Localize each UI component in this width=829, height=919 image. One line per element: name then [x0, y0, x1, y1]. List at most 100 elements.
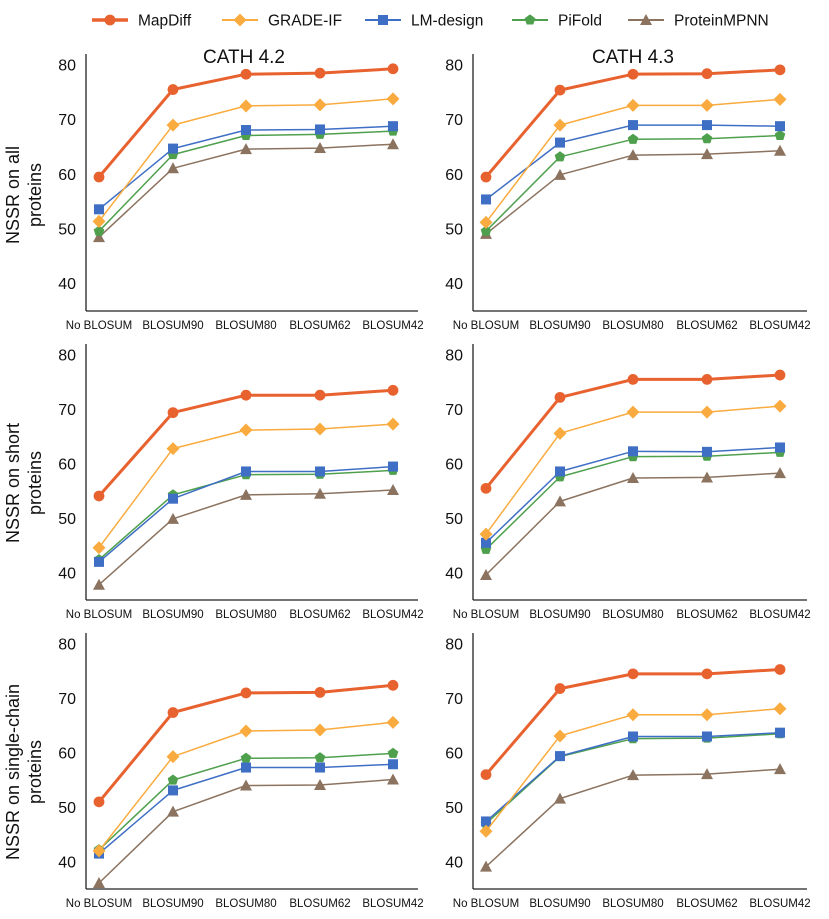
chart-panel-cath-4-3-nssr-on-all-proteins: 40 50 60 70 80 No BLOSUM BLOSUM90 BLOSUM80 BLOSU… — [445, 54, 811, 332]
column-title-cath43: CATH 4.3 — [592, 47, 674, 68]
data-point — [92, 214, 106, 228]
data-point — [700, 98, 714, 112]
series-pifold — [480, 129, 786, 236]
legend-marker-circle-icon — [104, 14, 116, 26]
data-point — [553, 426, 567, 440]
y-tick-label: 40 — [58, 565, 76, 582]
data-point — [167, 707, 179, 718]
series-mapdiff — [480, 64, 786, 183]
x-tick-label: BLOSUM42 — [362, 898, 423, 910]
data-point — [774, 763, 786, 775]
series-line — [485, 98, 781, 223]
series-proteinmpnn — [93, 138, 399, 243]
data-point — [773, 399, 787, 413]
data-point — [701, 374, 713, 385]
row-label-line: proteins — [25, 451, 45, 515]
x-tick-label: No BLOSUM — [66, 609, 132, 621]
series-line — [97, 388, 394, 497]
series-mapdiff — [93, 384, 399, 502]
row-label-line: NSSR on single-chain — [3, 684, 23, 860]
data-point — [167, 407, 179, 419]
data-point — [388, 461, 398, 472]
data-point — [167, 805, 179, 817]
data-point — [554, 391, 566, 403]
x-tick-label: BLOSUM62 — [676, 898, 737, 910]
data-point — [93, 490, 105, 502]
y-tick-label: 50 — [58, 800, 76, 817]
data-point — [93, 231, 105, 243]
legend-item-pifold: PiFold — [512, 13, 602, 30]
legend-marker-diamond-icon — [233, 13, 247, 27]
data-point — [627, 668, 639, 680]
data-point — [774, 64, 786, 76]
row-label-single-chain: NSSR on single-chain proteins — [3, 684, 45, 860]
data-point — [387, 63, 399, 75]
row-label-line: proteins — [25, 163, 45, 227]
data-point — [480, 225, 492, 236]
data-point — [775, 727, 785, 738]
data-point — [774, 144, 786, 156]
data-point — [627, 374, 639, 385]
y-tick-label: 50 — [445, 221, 463, 238]
x-tick-label: BLOSUM80 — [602, 320, 663, 332]
x-tick-label: BLOSUM80 — [215, 609, 276, 621]
data-point — [314, 487, 326, 499]
legend-marker-triangle-icon — [640, 14, 652, 25]
x-tick-label: No BLOSUM — [66, 320, 132, 332]
x-tick-label: BLOSUM90 — [142, 898, 203, 910]
series-grade-if — [479, 702, 787, 838]
series-grade-if — [479, 92, 787, 229]
y-tick-label: 70 — [445, 691, 463, 708]
legend-label: PiFold — [558, 13, 602, 30]
data-point — [93, 877, 105, 889]
data-point — [627, 68, 639, 80]
data-point — [167, 162, 179, 174]
series-line — [98, 489, 394, 586]
data-point — [240, 779, 252, 791]
data-point — [702, 731, 712, 742]
data-point — [626, 98, 640, 112]
x-tick-label: BLOSUM42 — [362, 320, 423, 332]
data-point — [555, 137, 565, 148]
data-point — [701, 768, 713, 780]
data-point — [315, 762, 325, 773]
series-mapdiff — [480, 369, 786, 494]
data-point — [315, 466, 325, 477]
y-tick-label: 50 — [58, 221, 76, 238]
y-tick-label: 40 — [445, 276, 463, 293]
legend-item-grade-if: GRADE-IF — [222, 13, 342, 30]
legend-marker-pentagon-icon — [524, 14, 536, 25]
data-point — [479, 215, 493, 229]
data-point — [554, 495, 566, 507]
x-tick-label: BLOSUM42 — [749, 609, 810, 621]
series-mapdiff — [480, 664, 786, 781]
data-point — [479, 527, 493, 541]
y-tick-label: 80 — [58, 636, 76, 653]
data-point — [240, 752, 252, 763]
y-tick-label: 60 — [445, 167, 463, 184]
data-point — [314, 778, 326, 790]
x-tick-label: BLOSUM80 — [602, 898, 663, 910]
data-point — [387, 747, 399, 758]
y-tick-label: 40 — [58, 854, 76, 871]
series-mapdiff — [93, 679, 399, 808]
data-point — [555, 751, 565, 762]
data-point — [627, 133, 639, 144]
x-tick-label: BLOSUM62 — [676, 609, 737, 621]
series-line — [484, 373, 781, 490]
series-pifold — [93, 125, 399, 236]
data-point — [240, 143, 252, 155]
x-tick-label: BLOSUM62 — [289, 320, 350, 332]
legend: MapDiff GRADE-IF LM-design PiFold ProteinMPN… — [92, 13, 769, 30]
x-tick-label: BLOSUM90 — [529, 320, 590, 332]
data-point — [240, 68, 252, 80]
row-label-short: NSSR on short proteins — [3, 423, 45, 543]
data-point — [94, 556, 104, 567]
data-point — [241, 466, 251, 477]
data-point — [702, 120, 712, 131]
data-point — [315, 124, 325, 135]
data-point — [241, 762, 251, 773]
data-point — [93, 225, 105, 236]
x-tick-label: BLOSUM90 — [142, 320, 203, 332]
